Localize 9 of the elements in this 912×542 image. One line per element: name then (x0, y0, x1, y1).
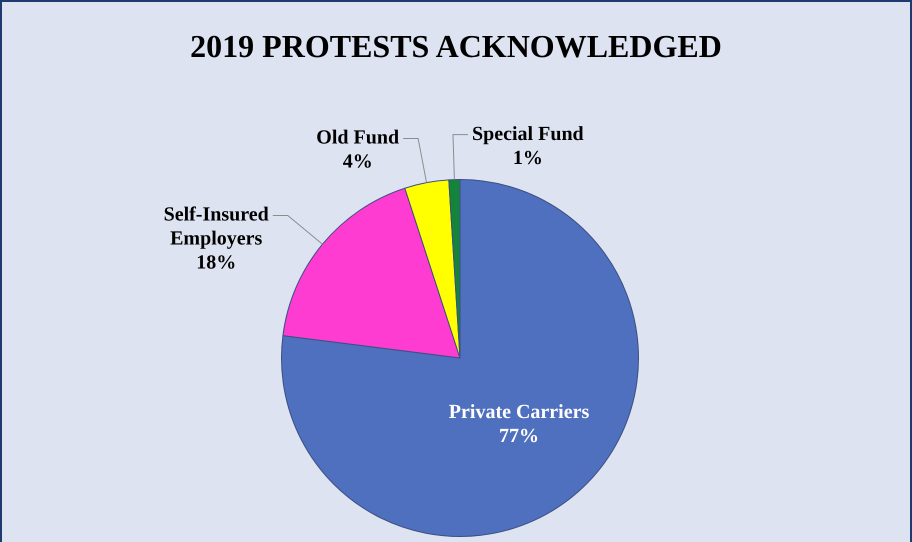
slice-label: Old Fund (316, 126, 400, 149)
data-label: 18% (196, 252, 236, 274)
chart-title: 2019 PROTESTS ACKNOWLEDGED (189, 28, 723, 65)
slice-label: Private Carriers (448, 401, 590, 424)
data-label: 77% (499, 425, 540, 448)
data-label: 1% (512, 146, 543, 169)
slice-label: Self-Insured Employers (164, 204, 269, 250)
slice-label: Special Fund (472, 122, 584, 145)
data-label: 4% (342, 150, 373, 173)
